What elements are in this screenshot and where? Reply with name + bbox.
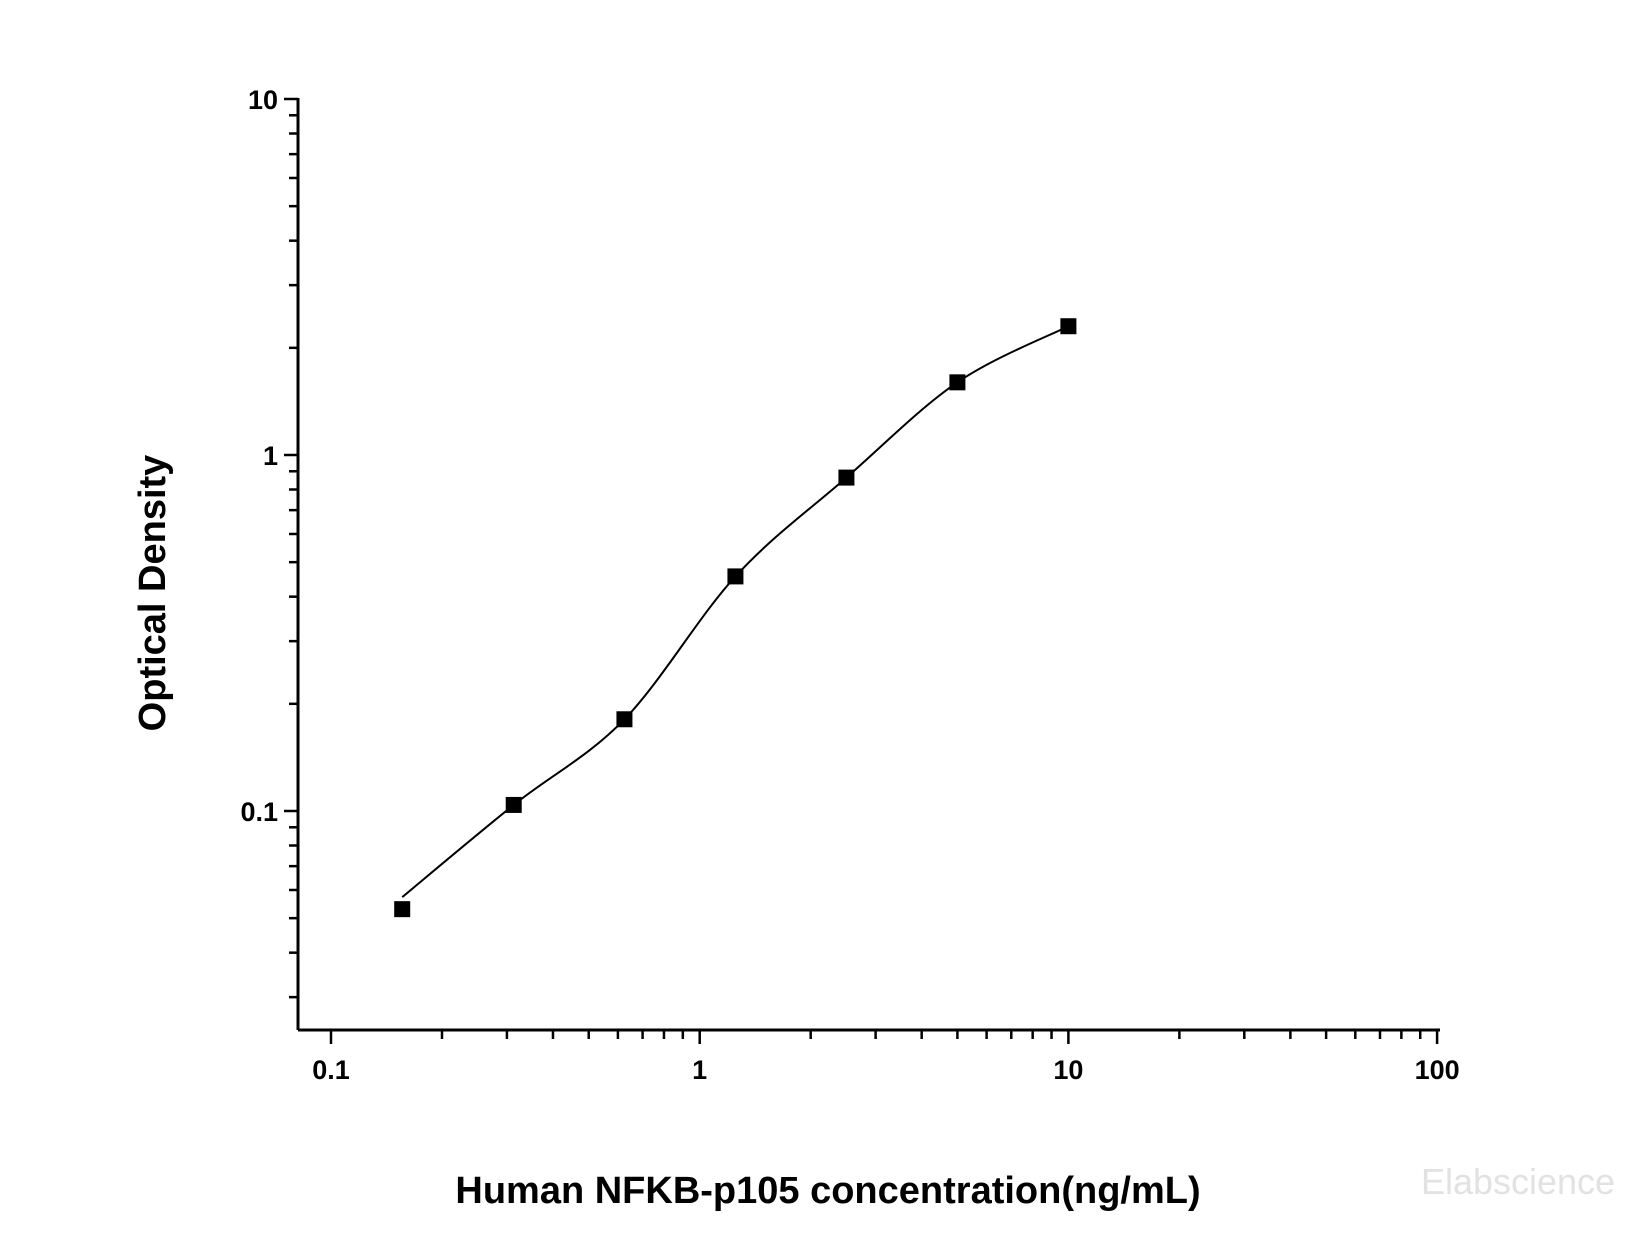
- y-tick-label: 0.1: [240, 797, 278, 827]
- data-point: [505, 796, 522, 813]
- fit-curve-line: [401, 325, 1069, 898]
- fit-curve-group: [401, 325, 1069, 898]
- data-point: [616, 711, 633, 728]
- data-point: [838, 469, 855, 486]
- x-tick-label: 100: [1415, 1055, 1460, 1085]
- data-point: [949, 374, 966, 391]
- y-axis-title: Optical Density: [132, 455, 174, 732]
- x-axis-title: Human NFKB-p105 concentration(ng/mL): [455, 1170, 1200, 1212]
- data-point: [1060, 318, 1077, 335]
- data-point: [394, 901, 411, 918]
- x-tick-label: 0.1: [312, 1055, 350, 1085]
- y-tick-label: 1: [263, 441, 278, 471]
- watermark-logo: Elabscience: [1421, 1161, 1615, 1202]
- data-point: [727, 568, 744, 585]
- y-tick-label: 10: [248, 85, 278, 115]
- x-tick-label: 1: [692, 1055, 707, 1085]
- data-points-group: [394, 318, 1077, 918]
- axes: 0.1 1 10 100 0.1 1 10: [240, 85, 1459, 1085]
- x-tick-label: 10: [1053, 1055, 1083, 1085]
